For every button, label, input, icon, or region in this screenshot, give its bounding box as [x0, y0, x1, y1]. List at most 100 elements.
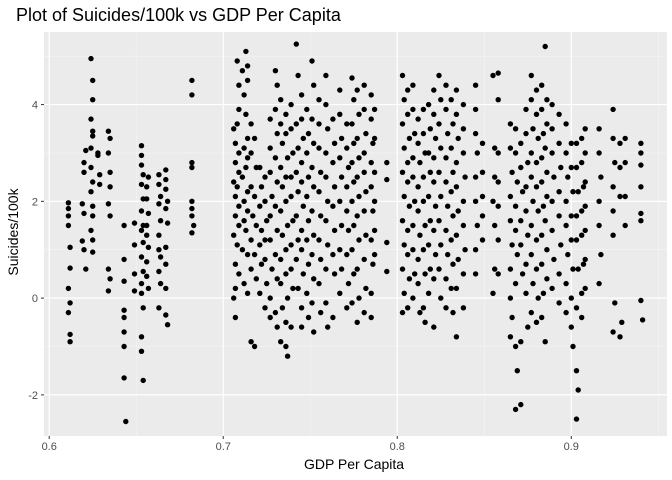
data-point — [479, 237, 486, 243]
data-point — [274, 82, 280, 88]
data-point — [269, 266, 275, 272]
data-point — [448, 97, 454, 103]
data-point — [495, 203, 501, 209]
data-point — [410, 247, 416, 253]
data-point — [298, 116, 305, 122]
data-point — [97, 172, 103, 178]
data-point — [512, 227, 519, 234]
data-point — [251, 251, 258, 258]
data-point — [638, 140, 644, 146]
data-point — [81, 210, 87, 217]
data-point — [344, 184, 350, 190]
data-point — [145, 244, 152, 250]
data-point — [399, 72, 406, 79]
data-point — [121, 307, 127, 313]
data-point — [309, 58, 315, 64]
data-point — [274, 276, 280, 282]
data-point — [568, 140, 574, 146]
data-point — [284, 353, 291, 359]
data-point — [337, 198, 343, 204]
data-point — [232, 285, 239, 292]
data-point — [507, 334, 514, 340]
data-point — [492, 266, 498, 272]
data-point — [304, 150, 310, 156]
data-point — [123, 418, 129, 425]
data-point — [293, 256, 299, 263]
data-point — [236, 82, 242, 88]
data-point — [443, 155, 449, 161]
grid-lines — [44, 32, 667, 436]
data-point — [288, 266, 294, 272]
data-point — [163, 176, 169, 183]
data-point — [309, 300, 315, 306]
data-point — [274, 130, 280, 137]
data-point — [417, 159, 423, 166]
data-point — [533, 319, 540, 325]
data-point — [164, 322, 171, 328]
data-point — [234, 121, 240, 127]
data-point — [258, 227, 265, 234]
data-point — [279, 305, 286, 311]
data-point — [241, 198, 247, 204]
data-point — [565, 174, 571, 180]
data-point — [262, 305, 268, 311]
data-point — [67, 300, 73, 306]
data-point — [264, 280, 270, 287]
data-point — [582, 227, 588, 234]
data-point — [523, 261, 529, 267]
data-point — [472, 198, 479, 204]
data-point — [316, 280, 322, 287]
plot-panel — [44, 32, 667, 436]
data-point — [580, 184, 587, 190]
data-point — [405, 159, 411, 166]
data-point — [528, 72, 534, 79]
data-point — [189, 159, 195, 166]
data-point — [241, 145, 247, 151]
data-point — [311, 184, 317, 190]
data-point — [425, 101, 432, 108]
data-point — [512, 406, 519, 413]
data-point — [405, 179, 411, 185]
data-point — [556, 213, 562, 219]
data-point — [163, 205, 169, 212]
x-axis-title: GDP Per Capita — [304, 456, 404, 472]
data-point — [412, 198, 418, 204]
data-point — [304, 193, 310, 200]
data-point — [539, 82, 545, 88]
data-point — [244, 208, 251, 214]
data-point — [575, 387, 581, 393]
data-point — [354, 135, 360, 142]
data-point — [518, 164, 524, 171]
data-point — [244, 135, 251, 142]
data-point — [156, 232, 162, 238]
data-point — [338, 266, 345, 272]
data-point — [288, 126, 294, 132]
data-point — [304, 237, 310, 243]
data-point — [507, 295, 514, 301]
data-point — [272, 155, 279, 161]
data-point — [295, 72, 301, 79]
y-tick-label: -2 — [28, 390, 38, 402]
data-point — [316, 237, 322, 243]
data-point — [318, 309, 324, 316]
data-point — [262, 256, 268, 263]
data-point — [121, 375, 127, 381]
data-point — [105, 150, 112, 156]
data-point — [164, 220, 171, 226]
data-point — [248, 339, 254, 345]
chart-title: Plot of Suicides/100k vs GDP Per Capita — [16, 5, 342, 25]
data-point — [121, 278, 127, 284]
data-point — [81, 169, 87, 175]
data-point — [283, 111, 289, 118]
data-point — [551, 174, 557, 180]
data-point — [304, 290, 310, 296]
data-point — [453, 87, 460, 93]
data-point — [295, 237, 301, 243]
data-point — [232, 193, 239, 200]
data-point — [305, 261, 312, 267]
data-point — [507, 218, 514, 224]
data-point — [638, 218, 644, 224]
data-point — [610, 135, 616, 142]
data-point — [422, 319, 428, 325]
data-point — [293, 121, 299, 127]
